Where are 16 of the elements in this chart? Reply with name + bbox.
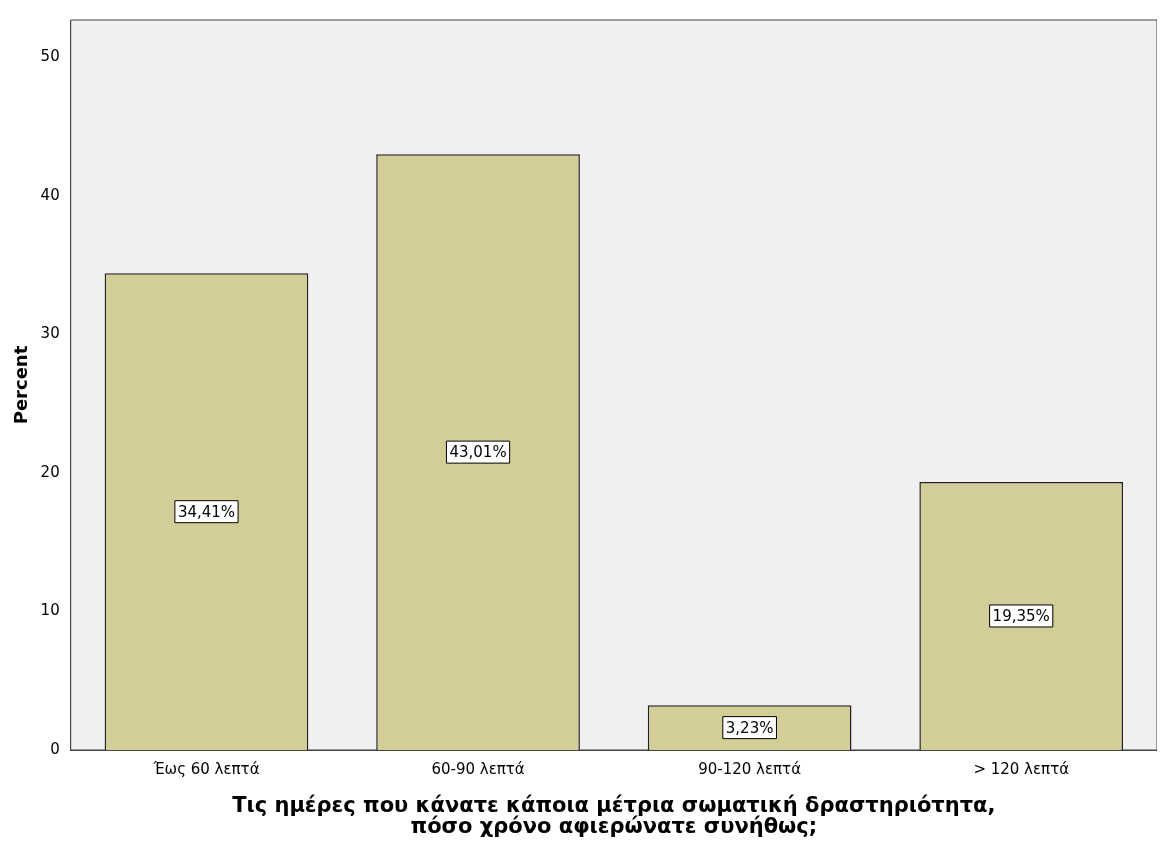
y-tick-label: 20 — [40, 462, 60, 481]
data-label: 3,23% — [725, 718, 774, 737]
x-tick-label: Έως 60 λεπτά — [152, 759, 260, 778]
data-label: 43,01% — [449, 443, 507, 461]
y-tick-label: 30 — [40, 324, 60, 343]
data-label: 19,35% — [992, 606, 1050, 625]
x-tick-label: 90-120 λεπτά — [698, 759, 802, 778]
y-axis-title: Percent — [10, 345, 32, 425]
x-tick-label: > 120 λεπτά — [973, 759, 1070, 778]
x-axis-title: Τις ημέρες που κάνατε κάποια μέτρια σωματική δραστηριότητα, πόσο χρόνο αφιερώνατε συνήθως; — [232, 792, 996, 838]
y-tick-label: 10 — [40, 601, 60, 620]
y-tick-label: 40 — [40, 185, 60, 204]
data-label: 34,41% — [177, 502, 236, 521]
y-tick-label: 0 — [50, 739, 60, 758]
y-tick-label: 50 — [40, 47, 60, 66]
x-tick-label: 60-90 λεπτά — [431, 759, 525, 778]
